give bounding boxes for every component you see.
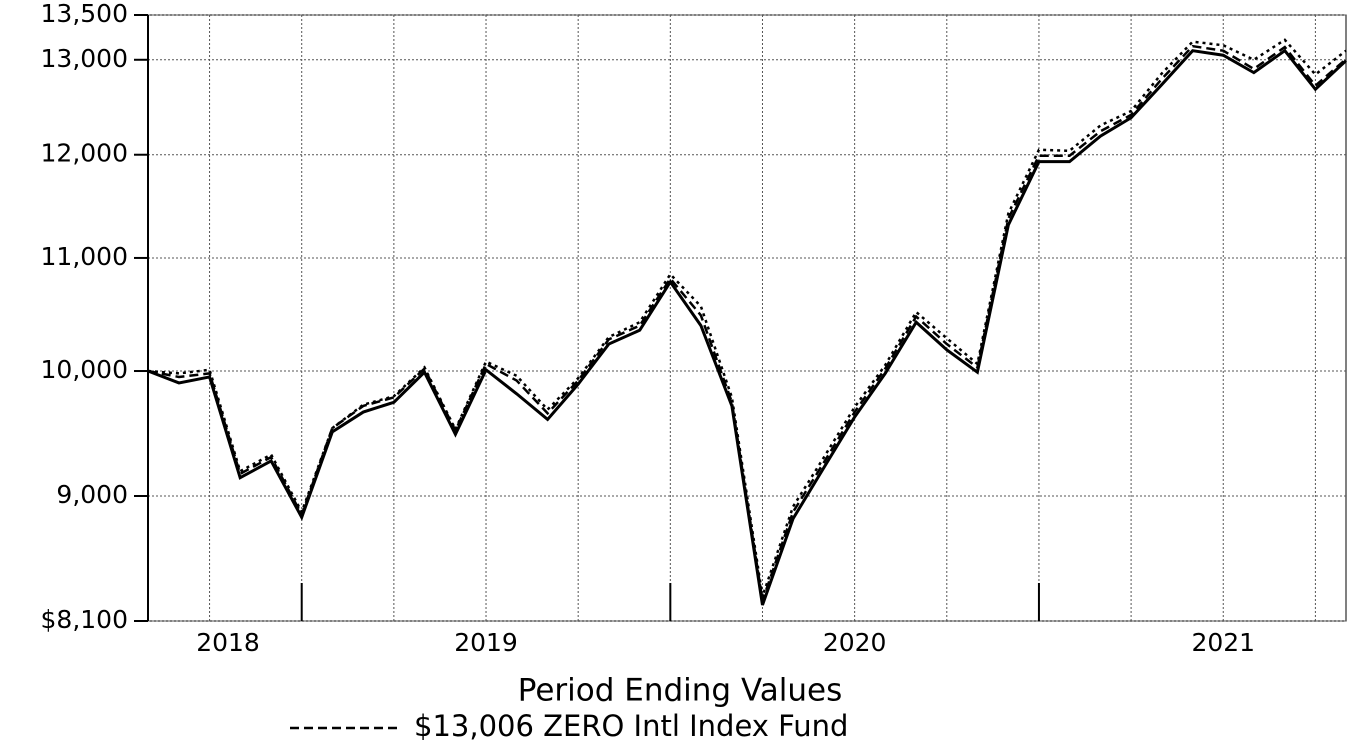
x-tick-label: 2021 <box>1191 628 1255 657</box>
y-tick-label: $8,100 <box>41 605 128 634</box>
y-tick-label: 12,000 <box>41 139 128 168</box>
plot-frame <box>147 14 1347 622</box>
x-tick-label: 2018 <box>196 628 260 657</box>
chart-title: Period Ending Values <box>518 673 843 709</box>
x-tick-label: 2019 <box>454 628 518 657</box>
y-tick-label: 9,000 <box>56 480 128 509</box>
series-line <box>147 44 1347 602</box>
y-tick-label: 13,000 <box>41 44 128 73</box>
y-tick-label: 11,000 <box>41 242 128 271</box>
x-tick-label: 2020 <box>823 628 887 657</box>
y-tick-label: 10,000 <box>41 355 128 384</box>
series-line <box>147 48 1348 606</box>
y-tick-label: 13,500 <box>41 0 128 28</box>
legend-label: $13,006 ZERO Intl Index Fund <box>414 709 848 740</box>
